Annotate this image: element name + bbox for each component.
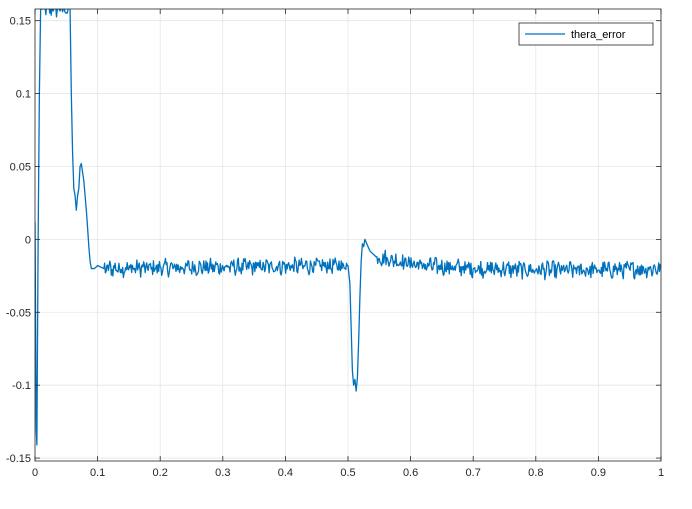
x-tick-label: 0.5 (340, 467, 355, 479)
y-tick-label: 0.15 (10, 16, 31, 28)
legend-box (518, 22, 654, 46)
x-tick-label: 0.1 (90, 467, 105, 479)
y-tick-label: 0 (25, 234, 31, 246)
y-tick-label: -0.05 (6, 307, 31, 319)
x-tick-label: 0.8 (528, 467, 543, 479)
y-axis-tick-labels: -0.15 -0.1 -0.05 0 0.05 0.1 0.15 (6, 16, 31, 465)
series-line-thera_error (35, 9, 661, 446)
series-layer (35, 9, 661, 446)
x-tick-label: 0.6 (403, 467, 418, 479)
axis-ticks (34, 9, 662, 461)
x-tick-label: 0.7 (466, 467, 481, 479)
y-tick-label: 0.1 (16, 89, 31, 101)
x-tick-label: 1 (658, 467, 664, 479)
x-tick-label: 0.9 (591, 467, 606, 479)
y-tick-label: 0.05 (10, 161, 31, 173)
y-tick-label: -0.15 (6, 453, 31, 465)
x-tick-label: 0.2 (153, 467, 168, 479)
x-tick-label: 0 (32, 467, 38, 479)
x-tick-label: 0.4 (278, 467, 293, 479)
x-axis-tick-labels: 0 0.1 0.2 0.3 0.4 0.5 0.6 0.7 0.8 0.9 1 (32, 467, 664, 479)
y-tick-label: -0.1 (12, 380, 31, 392)
x-tick-label: 0.3 (215, 467, 230, 479)
legend-label: thera_error (571, 29, 626, 41)
legend: thera_error (518, 22, 654, 46)
